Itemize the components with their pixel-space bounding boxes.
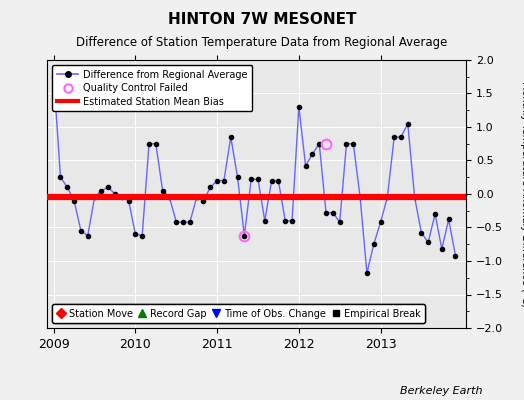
Text: HINTON 7W MESONET: HINTON 7W MESONET xyxy=(168,12,356,27)
Y-axis label: Monthly Temperature Anomaly Difference (°C): Monthly Temperature Anomaly Difference (… xyxy=(520,81,524,307)
Text: Difference of Station Temperature Data from Regional Average: Difference of Station Temperature Data f… xyxy=(77,36,447,49)
Text: Berkeley Earth: Berkeley Earth xyxy=(400,386,482,396)
Legend: Station Move, Record Gap, Time of Obs. Change, Empirical Break: Station Move, Record Gap, Time of Obs. C… xyxy=(52,304,425,324)
